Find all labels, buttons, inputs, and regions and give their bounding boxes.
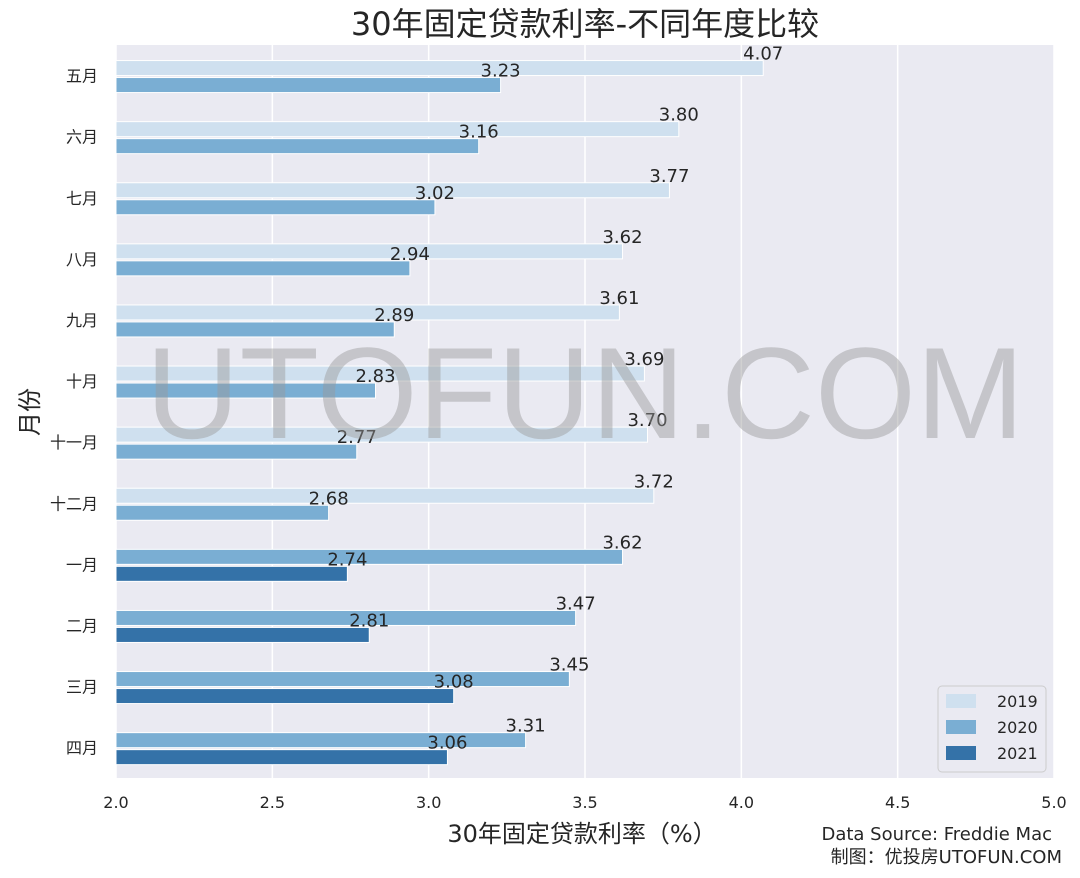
bar-2019 (115, 304, 620, 321)
bar-2020 (115, 260, 411, 277)
legend-label: 2020 (997, 718, 1038, 737)
data-label-2020: 2.83 (355, 366, 395, 387)
data-label-2020: 3.02 (415, 183, 455, 204)
data-label-2019: 3.80 (659, 105, 699, 126)
bar-2019 (115, 121, 680, 138)
legend-label: 2021 (997, 744, 1038, 763)
bar-2019 (115, 182, 670, 199)
data-label-2020: 3.47 (556, 593, 596, 614)
bar-2021 (115, 626, 370, 643)
bar-2020 (115, 732, 527, 749)
bar-2019 (115, 60, 764, 77)
bar-2020 (115, 138, 480, 155)
bar-2020 (115, 321, 395, 338)
grid-lines (115, 45, 1055, 778)
bar-2021 (115, 749, 448, 766)
data-label-2020: 3.23 (481, 61, 521, 82)
data-label-2019: 3.72 (634, 471, 674, 492)
x-tick-label: 5.0 (1041, 793, 1066, 812)
data-label-2021: 3.08 (434, 672, 474, 693)
y-axis-title: 月份 (16, 388, 44, 436)
bar-2019 (115, 487, 655, 504)
data-label-2020: 2.94 (390, 244, 430, 265)
data-label-2020: 2.89 (374, 305, 414, 326)
bar-2021 (115, 565, 348, 582)
x-tick-label: 3.0 (416, 793, 441, 812)
legend-swatch-2019 (946, 694, 976, 708)
y-tick-label: 二月 (66, 616, 98, 635)
bar-2020 (115, 77, 502, 94)
y-tick-label: 五月 (66, 67, 98, 86)
chart-title: 30年固定贷款利率-不同年度比较 (351, 5, 819, 43)
credit-note: 制图：优投房UTOFUN.COM (831, 847, 1062, 868)
data-label-2021: 2.74 (327, 549, 367, 570)
bar-2019 (115, 365, 645, 382)
legend: 2019 2020 2021 (937, 685, 1047, 773)
data-label-2021: 3.06 (427, 733, 467, 754)
y-tick-label: 六月 (66, 128, 98, 147)
bar-2019 (115, 426, 649, 443)
watermark: UTOFUN.COM (146, 320, 1025, 466)
data-label-2019: 3.77 (649, 166, 689, 187)
data-label-2020: 3.62 (602, 532, 642, 553)
y-tick-label: 九月 (66, 311, 98, 330)
bars (115, 60, 764, 766)
bar-2020 (115, 504, 330, 521)
y-tick-label: 三月 (66, 678, 98, 697)
data-label-2019: 3.70 (627, 410, 667, 431)
y-tick-label: 十一月 (50, 433, 98, 452)
x-tick-label: 3.5 (572, 793, 597, 812)
x-tick-label: 4.5 (885, 793, 910, 812)
bar-2020 (115, 671, 570, 688)
x-tick-labels: 2.0 2.5 3.0 3.5 4.0 4.5 5.0 (103, 793, 1066, 812)
y-tick-label: 一月 (66, 555, 98, 574)
bar-2019 (115, 243, 624, 260)
bar-2020 (115, 199, 436, 216)
x-tick-label: 2.5 (260, 793, 285, 812)
y-tick-label: 八月 (66, 250, 98, 269)
data-source-note: Data Source: Freddie Mac (821, 824, 1052, 845)
y-tick-label: 十二月 (50, 494, 98, 513)
data-label-2021: 2.81 (349, 610, 389, 631)
data-label-2020: 2.68 (309, 488, 349, 509)
data-label-2019: 4.07 (743, 44, 783, 65)
data-label-2020: 3.16 (459, 122, 499, 143)
legend-swatch-2020 (946, 720, 976, 734)
data-label-2019: 3.69 (624, 349, 664, 370)
data-labels: 4.07 3.23 3.80 3.16 3.77 3.02 3.62 2.94 3.61 2.89… (309, 44, 784, 754)
y-tick-label: 四月 (66, 739, 98, 758)
bar-2020 (115, 443, 358, 460)
legend-swatch-2021 (946, 746, 976, 760)
data-label-2020: 3.45 (549, 655, 589, 676)
data-label-2020: 2.77 (337, 427, 377, 448)
legend-label: 2019 (997, 692, 1038, 711)
bar-2020 (115, 609, 577, 626)
x-tick-label: 4.0 (729, 793, 754, 812)
data-label-2019: 3.61 (599, 288, 639, 309)
data-label-2020: 3.31 (506, 716, 546, 737)
bar-2021 (115, 688, 455, 705)
data-label-2019: 3.62 (602, 227, 642, 248)
x-tick-label: 2.0 (103, 793, 128, 812)
y-tick-label: 七月 (66, 189, 98, 208)
y-tick-label: 十月 (66, 372, 98, 391)
x-axis-title: 30年固定贷款利率（%） (447, 820, 716, 848)
bar-2020 (115, 382, 377, 399)
bar-2020 (115, 548, 624, 565)
